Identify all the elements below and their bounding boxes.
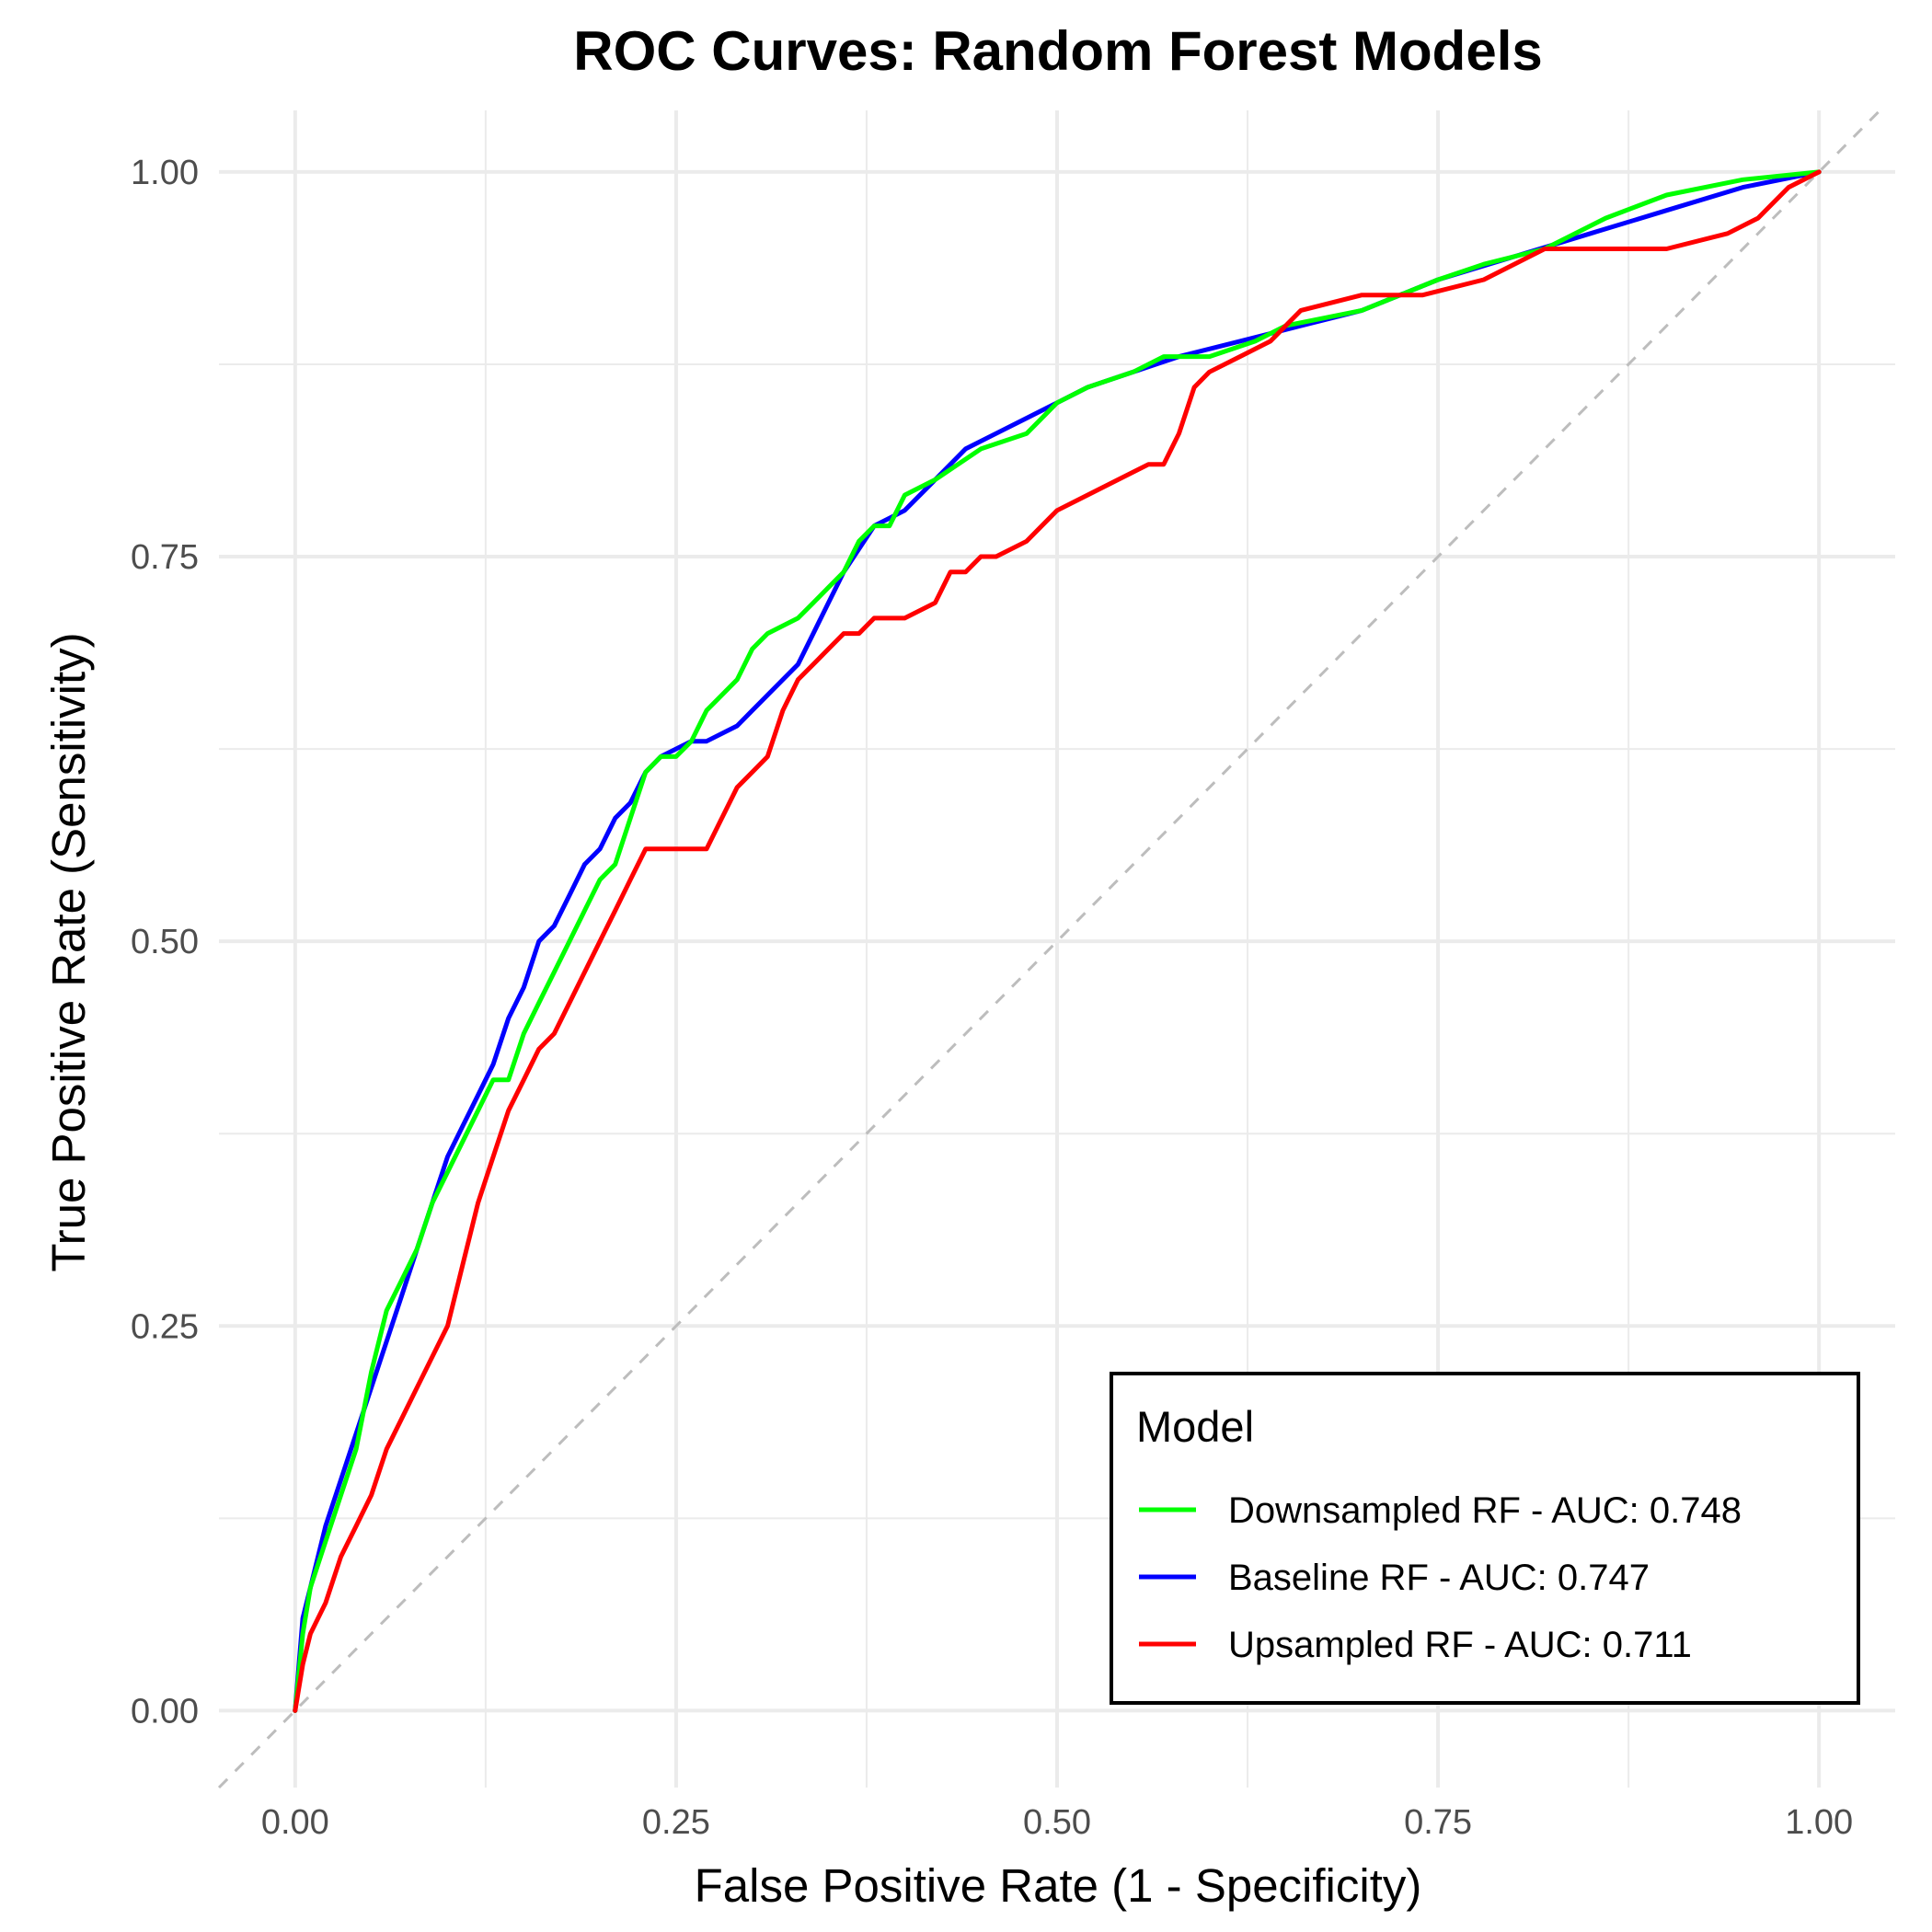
roc-curves	[293, 169, 1822, 1713]
x-tick-label-1: 0.25	[642, 1803, 710, 1842]
x-tick-label-2: 0.50	[1023, 1803, 1091, 1842]
chart-title: ROC Curves: Random Forest Models	[573, 20, 1543, 82]
y-tick-label-4: 1.00	[131, 154, 199, 192]
legend-label-0: Downsampled RF - AUC: 0.748	[1228, 1490, 1742, 1531]
legend-label-1: Baseline RF - AUC: 0.747	[1228, 1558, 1650, 1598]
tick-labels: 0.00 0.25 0.50 0.75 1.00 0.00 0.25 0.50 0.75 1.00	[131, 154, 1853, 1842]
roc-curve-2	[293, 169, 1822, 1713]
legend-label-2: Upsampled RF - AUC: 0.711	[1228, 1625, 1692, 1665]
y-tick-label-3: 0.75	[131, 538, 199, 577]
x-axis-label: False Positive Rate (1 - Specificity)	[695, 1859, 1422, 1912]
y-tick-label-1: 0.25	[131, 1307, 199, 1346]
x-tick-label-4: 1.00	[1785, 1803, 1853, 1842]
x-tick-label-3: 0.75	[1404, 1803, 1472, 1842]
y-tick-label-0: 0.00	[131, 1692, 199, 1731]
legend: Model Downsampled RF - AUC: 0.748 Baselin…	[1110, 1372, 1860, 1705]
x-tick-label-0: 0.00	[261, 1803, 329, 1842]
y-tick-label-2: 0.50	[131, 923, 199, 961]
legend-box	[1110, 1372, 1860, 1705]
legend-title: Model	[1136, 1402, 1254, 1451]
y-axis-label: True Positive Rate (Sensitivity)	[42, 632, 95, 1271]
roc-curve-0	[293, 169, 1822, 1713]
reference-diagonal-line	[217, 109, 1881, 1789]
